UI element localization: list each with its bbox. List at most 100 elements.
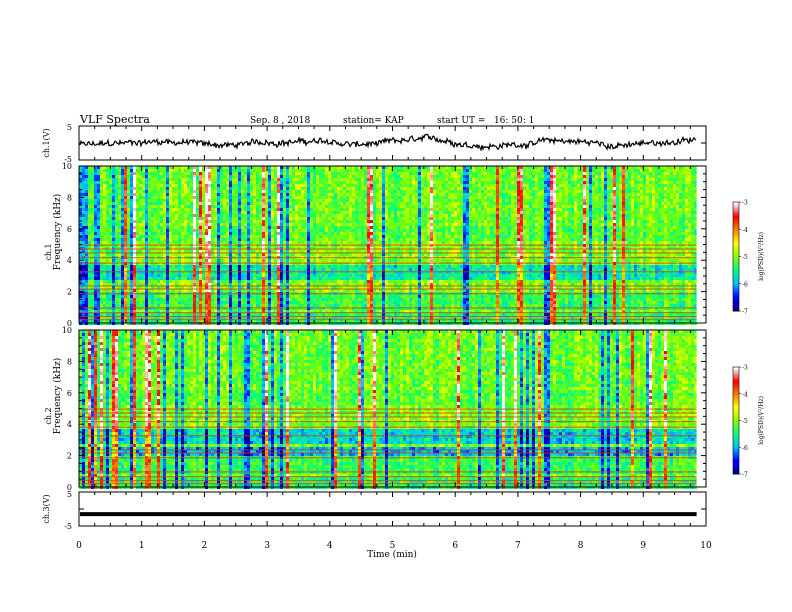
spectrogram-cell [196, 241, 199, 244]
spectrogram-cell [280, 313, 283, 316]
spectrogram-cell [268, 211, 271, 214]
spectrogram-cell [343, 280, 346, 283]
spectrogram-cell [307, 310, 310, 313]
spectrogram-cell [292, 178, 295, 181]
spectrogram-cell [319, 187, 322, 190]
spectrogram-cell [208, 205, 211, 208]
spectrogram-cell [100, 193, 103, 196]
spectrogram-cell [79, 199, 82, 202]
spectrogram-cell [277, 190, 280, 193]
spectrogram-cell [100, 298, 103, 301]
spectrogram-cell [331, 184, 334, 187]
spectrogram-cell [178, 226, 181, 229]
spectrogram-cell [133, 169, 136, 172]
spectrogram-cell [340, 253, 343, 256]
spectrogram-cell [292, 280, 295, 283]
spectrogram-cell [190, 190, 193, 193]
spectrogram-cell [79, 232, 82, 235]
spectrogram-cell [289, 208, 292, 211]
spectrogram-cell [265, 238, 268, 241]
spectrogram-cell [133, 250, 136, 253]
spectrogram-cell [292, 250, 295, 253]
spectrogram-cell [154, 196, 157, 199]
spectrogram-cell [148, 286, 151, 289]
spectrogram-cell [190, 181, 193, 184]
spectrogram-cell [229, 238, 232, 241]
spectrogram-cell [115, 208, 118, 211]
spectrogram-cell [154, 310, 157, 313]
spectrogram-cell [319, 175, 322, 178]
spectrogram-cell [238, 205, 241, 208]
spectrogram-cell [127, 169, 130, 172]
spectrogram-cell [271, 283, 274, 286]
spectrogram-cell [355, 202, 358, 205]
spectrogram-cell [184, 226, 187, 229]
spectrogram-cell [199, 253, 202, 256]
spectrogram-cell [298, 268, 301, 271]
spectrogram-cell [241, 229, 244, 232]
spectrogram-cell [130, 304, 133, 307]
spectrogram-cell [184, 295, 187, 298]
spectrogram-cell [142, 166, 145, 169]
spectrogram-cell [220, 241, 223, 244]
spectrogram-cell [262, 187, 265, 190]
spectrogram-cell [298, 211, 301, 214]
spectrogram-cell [244, 187, 247, 190]
spectrogram-cell [184, 172, 187, 175]
spectrogram-cell [310, 313, 313, 316]
spectrogram-cell [106, 319, 109, 322]
spectrogram-cell [286, 316, 289, 319]
spectrogram-cell [301, 289, 304, 292]
spectrogram-cell [268, 271, 271, 274]
spectrogram-cell [256, 166, 259, 169]
spectrogram-cell [142, 259, 145, 262]
spectrogram-cell [256, 250, 259, 253]
spectrogram-cell [154, 217, 157, 220]
spectrogram-cell [112, 304, 115, 307]
spectrogram-cell [259, 226, 262, 229]
spectrogram-cell [235, 286, 238, 289]
spectrogram-cell [220, 187, 223, 190]
spectrogram-cell [325, 235, 328, 238]
spectrogram-cell [349, 286, 352, 289]
spectrogram-cell [190, 304, 193, 307]
spectrogram-cell [253, 205, 256, 208]
spectrogram-cell [334, 196, 337, 199]
spectrogram-cell [223, 280, 226, 283]
spectrogram-cell [286, 202, 289, 205]
spectrogram-cell [295, 226, 298, 229]
spectrogram-cell [337, 208, 340, 211]
spectrogram-cell [226, 274, 229, 277]
spectrogram-cell [124, 274, 127, 277]
spectrogram-cell [253, 190, 256, 193]
spectrogram-cell [355, 175, 358, 178]
spectrogram-cell [295, 313, 298, 316]
spectrogram-cell [202, 169, 205, 172]
spectrogram-cell [154, 271, 157, 274]
spectrogram-cell [91, 196, 94, 199]
spectrogram-cell [265, 253, 268, 256]
spectrogram-cell [142, 265, 145, 268]
spectrogram-cell [223, 250, 226, 253]
spectrogram-cell [331, 175, 334, 178]
spectrogram-cell [325, 166, 328, 169]
spectrogram-cell [217, 295, 220, 298]
spectrogram-cell [157, 277, 160, 280]
spectrogram-cell [247, 313, 250, 316]
spectrogram-cell [232, 268, 235, 271]
spectrogram-cell [205, 301, 208, 304]
spectrogram-cell [127, 193, 130, 196]
spectrogram-cell [214, 304, 217, 307]
spectrogram-cell [277, 172, 280, 175]
spectrogram-cell [151, 202, 154, 205]
spectrogram-cell [235, 310, 238, 313]
spectrogram-cell [139, 226, 142, 229]
spectrogram-cell [106, 241, 109, 244]
spectrogram-cell [265, 295, 268, 298]
spectrogram-cell [340, 220, 343, 223]
spectrogram-cell [232, 253, 235, 256]
spectrogram-cell [103, 265, 106, 268]
spectrogram-cell [346, 289, 349, 292]
spectrogram-cell [310, 214, 313, 217]
spectrogram-cell [163, 199, 166, 202]
